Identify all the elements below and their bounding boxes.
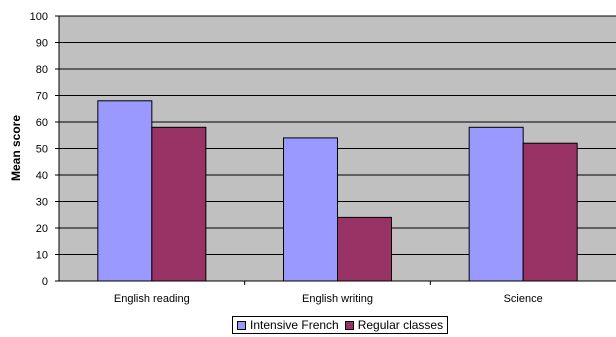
y-tick-label: 30 xyxy=(36,197,48,209)
bar-intensive-french xyxy=(284,138,338,281)
bar-regular-classes xyxy=(523,143,577,281)
bar-intensive-french xyxy=(469,127,523,281)
y-tick-label: 100 xyxy=(30,11,48,23)
y-tick-label: 10 xyxy=(36,250,48,262)
y-tick-label: 0 xyxy=(42,276,48,288)
y-tick-label: 80 xyxy=(36,64,48,76)
y-axis-label: Mean score xyxy=(9,115,23,181)
legend-entry-intensive-french: Intensive French xyxy=(237,318,339,332)
y-tick-label: 60 xyxy=(36,117,48,129)
legend-swatch-regular-classes xyxy=(345,321,354,330)
y-tick-label: 50 xyxy=(36,144,48,156)
legend-entry-regular-classes: Regular classes xyxy=(345,318,443,332)
y-tick-label: 20 xyxy=(36,223,48,235)
legend: Intensive French Regular classes xyxy=(232,316,448,334)
bar-regular-classes xyxy=(338,217,392,281)
x-tick-label: English reading xyxy=(114,293,190,305)
legend-label: Intensive French xyxy=(250,318,339,332)
y-tick-label: 40 xyxy=(36,170,48,182)
legend-label: Regular classes xyxy=(358,318,443,332)
y-tick-label: 70 xyxy=(36,91,48,103)
bar-regular-classes xyxy=(152,127,206,281)
bar-intensive-french xyxy=(98,101,152,281)
x-tick-label: Science xyxy=(504,293,543,305)
x-tick-label: English writing xyxy=(302,293,373,305)
legend-swatch-intensive-french xyxy=(237,321,246,330)
y-tick-label: 90 xyxy=(36,38,48,50)
